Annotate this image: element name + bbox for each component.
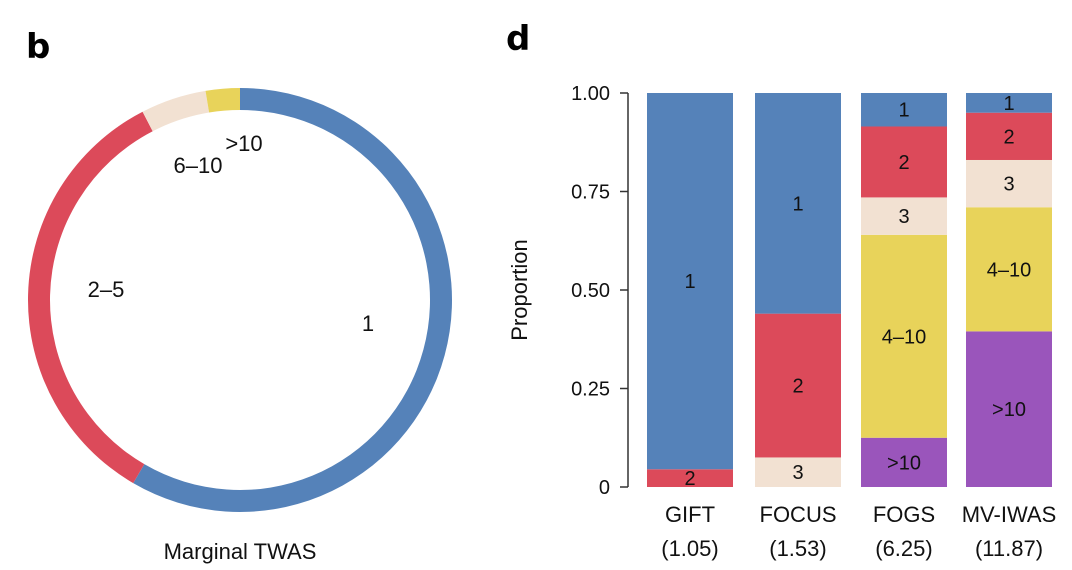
bar-segment bbox=[966, 159, 1052, 208]
panel-b: b 1 2–5 6–10>10 Marginal TWAS bbox=[26, 27, 453, 564]
bar-segment-label: 3 bbox=[792, 462, 803, 484]
bar-mv-iwas: >10 4–10 3 2 1 bbox=[966, 93, 1052, 487]
bar-segment-label: 2 bbox=[898, 152, 909, 174]
donut-slice-label: 6–10 bbox=[174, 153, 223, 178]
bar-segment-label: 1 bbox=[1003, 93, 1014, 115]
x-tick-label: FOGS bbox=[873, 502, 935, 527]
bar-segment-label: 2 bbox=[1003, 126, 1014, 148]
bar-segment-label: 2 bbox=[792, 376, 803, 398]
x-tick-sublabel: (6.25) bbox=[875, 536, 932, 561]
donut-slice-1 bbox=[133, 88, 453, 512]
bar-fogs: >10 4–10 3 2 1 bbox=[861, 93, 947, 487]
bar-segment bbox=[755, 93, 841, 314]
donut-labels: 1 2–5 6–10>10 bbox=[88, 131, 374, 336]
bar-segment bbox=[966, 207, 1052, 332]
bar-segment bbox=[861, 197, 947, 235]
x-tick-label: FOCUS bbox=[760, 502, 837, 527]
bar-segment bbox=[647, 469, 733, 487]
y-tick-label: 1.00 bbox=[571, 83, 610, 105]
donut-slice-label: 2–5 bbox=[88, 277, 125, 302]
y-tick-label: 0.50 bbox=[571, 280, 610, 302]
panel-d: d Proportion 00.250.500.751.00 21321>104… bbox=[506, 19, 1056, 561]
bar-segment-label: >10 bbox=[992, 399, 1026, 421]
y-axis: 0 0.25 0.50 0.75 1.00 bbox=[571, 83, 629, 499]
x-tick-label: MV-IWAS bbox=[962, 502, 1057, 527]
bar-segment bbox=[647, 93, 733, 470]
x-tick-label: GIFT bbox=[665, 502, 715, 527]
bar-segment bbox=[966, 112, 1052, 160]
bar-segment-label: 3 bbox=[898, 206, 909, 228]
donut-slice-2 bbox=[28, 111, 153, 484]
donut-caption: Marginal TWAS bbox=[164, 539, 317, 564]
panel-b-letter: b bbox=[26, 27, 50, 67]
bar-segment-label: 2 bbox=[684, 468, 695, 490]
donut-slice-4 bbox=[205, 88, 240, 113]
bar-segment bbox=[755, 313, 841, 458]
bar-focus: 3 2 1 bbox=[755, 93, 841, 487]
donut-slice-label: >10 bbox=[225, 131, 262, 156]
bar-segment bbox=[755, 457, 841, 487]
donut-chart bbox=[28, 88, 453, 512]
donut-slice-3 bbox=[142, 90, 210, 132]
bar-segment bbox=[966, 93, 1052, 113]
x-tick-sublabel: (11.87) bbox=[975, 536, 1043, 561]
bar-segment bbox=[861, 234, 947, 438]
x-tick-sublabel: (1.53) bbox=[769, 536, 826, 561]
y-tick-label: 0.75 bbox=[571, 182, 610, 204]
x-axis-labels: GIFT (1.05) FOCUS (1.53) FOGS (6.25) MV-IWAS (1… bbox=[661, 502, 1056, 561]
donut-slice-label: 1 bbox=[362, 311, 374, 336]
bar-segment-label: 1 bbox=[792, 193, 803, 215]
bar-segment-label: >10 bbox=[887, 452, 921, 474]
y-tick-label: 0 bbox=[599, 477, 610, 499]
bar-segment bbox=[861, 126, 947, 198]
bar-segment-label: 4–10 bbox=[987, 259, 1032, 281]
bar-segment-label: 1 bbox=[898, 100, 909, 122]
bar-segment bbox=[861, 93, 947, 127]
bar-gift: 21 bbox=[647, 93, 733, 490]
y-tick-label: 0.25 bbox=[571, 379, 610, 401]
bar-segment-label: 1 bbox=[684, 271, 695, 293]
bar-segment-label: 4–10 bbox=[882, 326, 927, 348]
bar-segment-label: 3 bbox=[1003, 174, 1014, 196]
bar-segment bbox=[966, 331, 1052, 487]
x-tick-sublabel: (1.05) bbox=[661, 536, 718, 561]
panel-d-letter: d bbox=[506, 19, 530, 59]
y-axis-title: Proportion bbox=[507, 239, 532, 341]
bar-segment bbox=[861, 437, 947, 487]
